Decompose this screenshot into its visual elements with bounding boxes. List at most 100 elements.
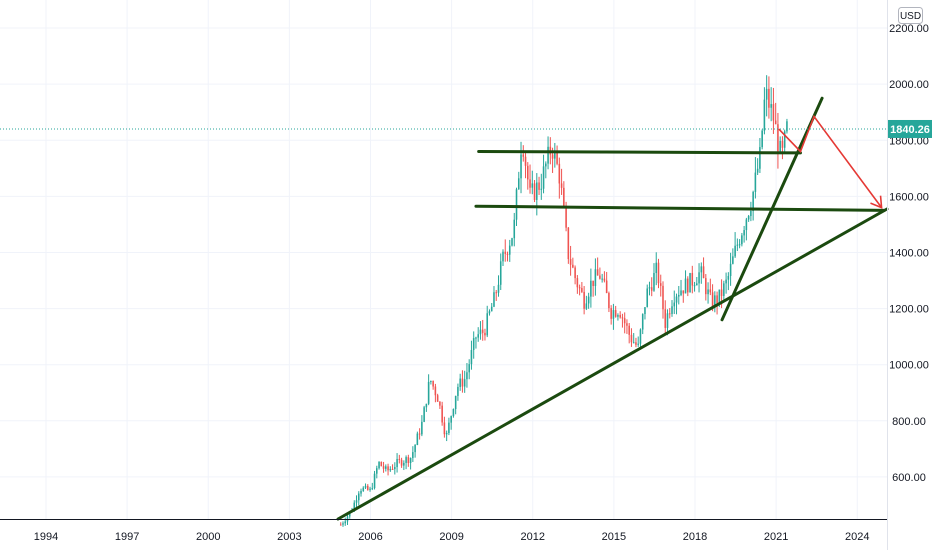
x-tick-label: 2009 — [439, 531, 463, 543]
candle-body — [698, 272, 700, 284]
candle-body — [545, 163, 547, 167]
x-tick-label: 1997 — [115, 531, 139, 543]
x-axis[interactable]: 1994 1997 2000 2003 2006 2009 2012 2015 2018 2021… — [34, 531, 870, 543]
candle-body — [522, 154, 525, 157]
candle-body — [646, 288, 649, 308]
candle-body — [592, 280, 594, 286]
candle-body — [495, 292, 498, 294]
candle-body — [517, 178, 520, 190]
candle-body — [405, 457, 407, 463]
candle-body — [484, 332, 486, 336]
candle-body — [511, 238, 513, 246]
trendline — [336, 207, 889, 521]
candle-body — [578, 287, 581, 289]
candle-body — [644, 307, 646, 315]
candle-body — [623, 318, 626, 324]
candle-body — [774, 120, 777, 125]
candle-body — [481, 329, 484, 333]
x-tick-label: 2015 — [602, 531, 626, 543]
candle-body — [533, 183, 536, 200]
candle-body — [770, 104, 772, 108]
candle-body — [506, 253, 509, 255]
candle-body — [497, 284, 500, 293]
candle-body — [515, 189, 518, 220]
candle-body — [693, 285, 696, 287]
candle-body — [459, 378, 461, 387]
candle-body — [547, 146, 549, 164]
candle-body — [673, 302, 676, 307]
candle-body — [619, 315, 621, 318]
candle-body — [603, 278, 606, 281]
candle-body — [486, 313, 489, 336]
candle-body — [463, 379, 466, 387]
candle-body — [677, 294, 680, 297]
candle-body — [714, 295, 716, 308]
candle-body — [524, 156, 527, 166]
candle-body — [362, 487, 365, 491]
candle-body — [364, 485, 367, 488]
candle-body — [461, 378, 464, 387]
candle-body — [662, 285, 664, 310]
candle-body — [432, 380, 434, 387]
candle-body — [783, 131, 786, 148]
candle-body — [596, 269, 599, 276]
candle-body — [655, 262, 658, 273]
candle-body — [565, 206, 567, 228]
candle-body — [691, 273, 694, 286]
x-tick-label: 2006 — [358, 531, 382, 543]
candle-body — [443, 422, 446, 435]
candle-body — [700, 266, 703, 273]
candle-body — [745, 219, 748, 231]
candle-body — [777, 124, 779, 152]
candle-body — [556, 151, 558, 164]
candle-body — [378, 461, 380, 469]
candle-body — [425, 403, 428, 408]
candle-body — [718, 289, 721, 304]
y-axis[interactable]: 600.00 800.00 1000.00 1200.00 1400.00 1600.00… — [889, 23, 929, 484]
y-tick-label: 2200.00 — [889, 23, 929, 35]
candle-body — [741, 235, 743, 245]
candle-body — [696, 283, 698, 286]
candle-body — [587, 296, 590, 304]
currency-button[interactable]: USD — [898, 7, 923, 24]
candle-body — [709, 289, 712, 293]
candle-body — [353, 502, 356, 512]
candle-body — [747, 216, 750, 220]
candle-body — [763, 99, 766, 131]
candle-body — [448, 422, 450, 434]
candle-body — [339, 524, 342, 526]
candle-body — [754, 172, 757, 192]
x-tick-label: 2000 — [196, 531, 220, 543]
candle-body — [583, 291, 585, 309]
candle-body — [657, 262, 660, 284]
candle-body — [572, 264, 574, 268]
candle-body — [400, 459, 403, 466]
candle-body — [759, 147, 761, 169]
candle-body — [457, 386, 459, 396]
candle-body — [412, 452, 414, 459]
candle-body — [526, 165, 529, 180]
candle-body — [542, 166, 545, 189]
candle-body — [513, 219, 516, 239]
candle-body — [418, 433, 421, 435]
candle-body — [472, 338, 475, 351]
candle-body — [520, 154, 522, 179]
candle-body — [554, 151, 556, 159]
y-tick-label: 2000.00 — [889, 79, 929, 91]
candle-body — [610, 308, 612, 319]
candle-body — [632, 342, 635, 344]
candle-body — [421, 421, 423, 435]
candle-body — [641, 314, 644, 330]
candle-body — [468, 364, 470, 373]
candle-body — [666, 313, 669, 328]
last-price-value: 1840.26 — [890, 124, 930, 136]
candle-body — [752, 191, 754, 211]
candle-body — [380, 461, 383, 467]
candle-body — [382, 466, 385, 469]
candle-body — [614, 310, 617, 317]
candle-body — [576, 278, 579, 288]
x-tick-label: 2003 — [277, 531, 301, 543]
candle-body — [466, 372, 468, 380]
candle-body — [490, 306, 493, 312]
